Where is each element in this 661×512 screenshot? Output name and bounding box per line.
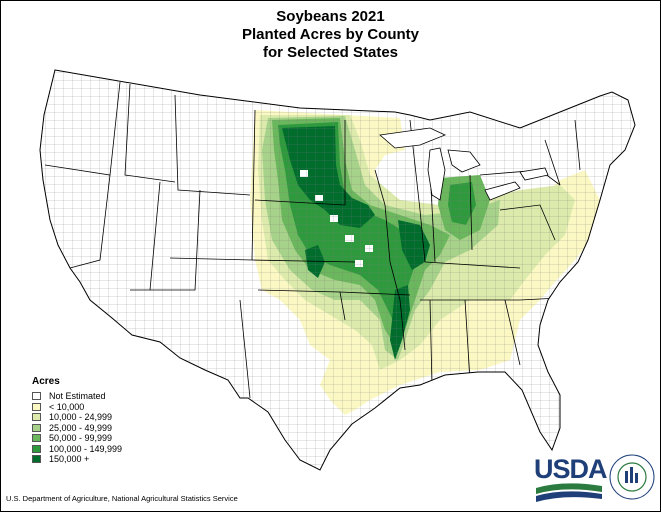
- legend-swatch: [32, 423, 41, 432]
- state-boundaries: [44, 81, 581, 399]
- great-lakes: [379, 127, 549, 201]
- usda-emblem: [536, 454, 655, 502]
- legend-title: Acres: [32, 376, 60, 387]
- legend-label: Not Estimated: [49, 391, 106, 402]
- usda-logo: USDA: [534, 446, 656, 508]
- usda-wordmark: USDA: [534, 454, 608, 484]
- legend-label: 25,000 - 49,999: [49, 422, 113, 433]
- legend-swatch: [32, 434, 41, 443]
- legend-label: 150,000 +: [49, 454, 90, 465]
- legend-label: 100,000 - 149,999: [49, 443, 123, 454]
- legend-item: 10,000 - 24,999: [32, 412, 122, 423]
- legend-item: 100,000 - 149,999: [32, 444, 122, 455]
- footer-credit: U.S. Department of Agriculture, National…: [6, 494, 238, 503]
- legend-items: Not Estimated < 10,000 10,000 - 24,999 25,0…: [32, 391, 122, 465]
- legend-label: 10,000 - 24,999: [49, 412, 113, 423]
- legend-item: 25,000 - 49,999: [32, 423, 122, 434]
- legend-label: 50,000 - 99,999: [49, 433, 113, 444]
- title-line-3: for Selected States: [262, 44, 399, 61]
- legend-swatch: [32, 413, 41, 422]
- legend-label: < 10,000: [49, 401, 85, 412]
- map-title: Soybeans 2021 Planted Acres by County fo…: [0, 8, 661, 62]
- title-line-1: Soybeans 2021: [276, 8, 385, 25]
- legend-item: < 10,000: [32, 402, 122, 413]
- legend-swatch: [32, 402, 41, 411]
- legend-item: 150,000 +: [32, 454, 122, 465]
- legend-item: Not Estimated: [32, 391, 122, 402]
- legend-swatch: [32, 455, 41, 464]
- legend-swatch: [32, 392, 41, 401]
- legend: Acres Not Estimated < 10,000 10,000 - 24,9…: [32, 376, 122, 465]
- legend-item: 50,000 - 99,999: [32, 433, 122, 444]
- legend-swatch: [32, 444, 41, 453]
- title-line-2: Planted Acres by County: [242, 26, 419, 43]
- county-grid: [40, 70, 635, 470]
